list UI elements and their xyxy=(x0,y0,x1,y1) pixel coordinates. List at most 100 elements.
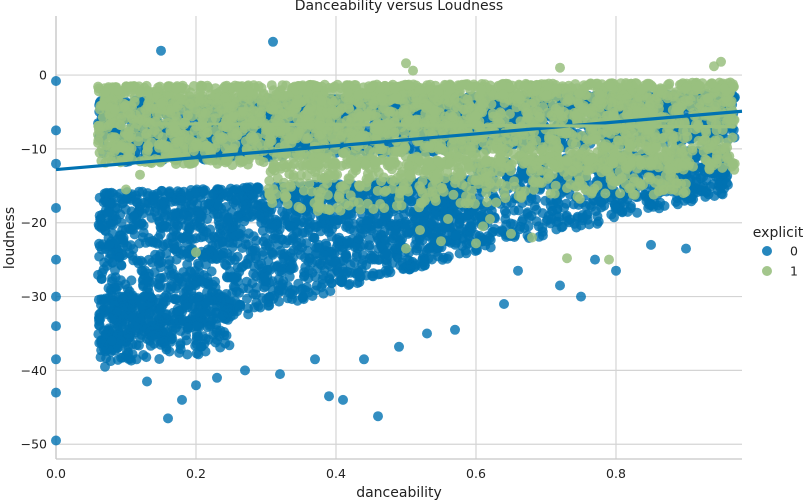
data-point xyxy=(350,242,360,253)
data-point xyxy=(360,224,371,235)
data-point xyxy=(260,276,271,287)
data-point xyxy=(293,219,304,230)
data-point xyxy=(269,261,280,272)
data-point xyxy=(340,214,351,225)
data-point xyxy=(231,195,242,205)
data-point xyxy=(141,197,152,208)
data-point xyxy=(267,249,278,260)
data-point xyxy=(315,226,326,237)
data-point xyxy=(386,235,397,246)
data-point xyxy=(137,208,148,219)
data-point xyxy=(208,189,219,200)
data-point xyxy=(625,203,636,214)
data-point xyxy=(266,223,277,234)
data-point xyxy=(183,190,194,201)
data-point xyxy=(240,239,251,250)
data-point xyxy=(402,254,413,265)
data-point xyxy=(178,249,189,260)
data-point xyxy=(318,288,329,299)
data-point xyxy=(335,276,346,287)
data-point xyxy=(202,214,213,225)
data-point xyxy=(216,252,226,263)
data-point xyxy=(225,183,236,194)
data-point xyxy=(319,214,330,225)
data-point xyxy=(203,198,214,209)
data-point xyxy=(241,258,252,269)
data-point xyxy=(355,271,366,282)
data-point xyxy=(383,265,394,275)
data-point xyxy=(234,228,245,239)
data-point xyxy=(224,272,235,283)
data-point xyxy=(307,257,318,268)
data-point xyxy=(326,278,337,289)
data-point xyxy=(440,223,451,233)
data-point xyxy=(340,250,351,260)
data-point xyxy=(609,212,619,223)
data-point xyxy=(523,221,534,232)
data-point xyxy=(585,200,595,211)
data-point xyxy=(368,252,378,263)
data-point xyxy=(364,240,375,251)
data-point xyxy=(414,241,425,252)
data-point xyxy=(644,199,655,210)
data-point xyxy=(132,194,142,205)
data-point xyxy=(154,282,165,293)
data-point xyxy=(340,268,351,279)
data-point xyxy=(104,240,115,251)
data-point xyxy=(522,208,533,219)
data-point xyxy=(111,245,122,256)
data-point xyxy=(247,189,258,200)
scatter-points xyxy=(51,36,740,446)
data-point xyxy=(181,286,192,296)
data-point xyxy=(327,223,338,234)
data-point xyxy=(186,202,197,213)
data-point xyxy=(424,243,435,254)
data-point xyxy=(136,265,147,276)
data-point xyxy=(99,257,110,268)
data-point xyxy=(143,233,154,243)
data-point xyxy=(166,281,177,292)
data-point xyxy=(248,231,259,242)
data-point xyxy=(307,291,318,301)
data-point xyxy=(125,224,136,235)
data-point xyxy=(380,214,391,225)
data-point xyxy=(421,206,432,217)
data-point xyxy=(443,236,453,247)
data-point xyxy=(257,225,268,236)
data-point xyxy=(184,222,195,232)
data-point xyxy=(252,182,263,193)
data-point xyxy=(443,251,454,262)
data-point xyxy=(250,199,261,210)
data-point xyxy=(96,273,107,284)
data-point xyxy=(176,195,187,206)
data-point xyxy=(320,238,331,249)
data-point xyxy=(95,352,106,363)
data-point xyxy=(137,257,148,268)
data-point xyxy=(410,260,421,271)
data-point xyxy=(426,254,437,265)
data-point xyxy=(210,198,221,209)
data-point xyxy=(609,200,620,211)
data-point xyxy=(243,303,253,314)
data-point xyxy=(180,271,191,282)
data-point xyxy=(295,285,306,295)
data-point xyxy=(160,191,171,202)
data-point xyxy=(107,198,118,208)
data-point xyxy=(419,260,430,271)
data-point xyxy=(164,255,175,266)
data-point xyxy=(162,238,173,249)
data-point xyxy=(251,297,262,308)
data-point xyxy=(235,300,246,310)
data-point xyxy=(223,212,234,223)
data-point xyxy=(584,219,595,230)
data-point xyxy=(168,271,179,282)
data-point xyxy=(288,245,299,256)
data-point xyxy=(231,286,242,297)
data-point xyxy=(118,235,129,246)
data-point xyxy=(307,267,318,278)
data-point xyxy=(147,257,158,268)
data-point xyxy=(143,271,154,282)
data-point xyxy=(263,300,274,311)
data-point xyxy=(300,252,310,263)
data-point xyxy=(209,208,219,219)
